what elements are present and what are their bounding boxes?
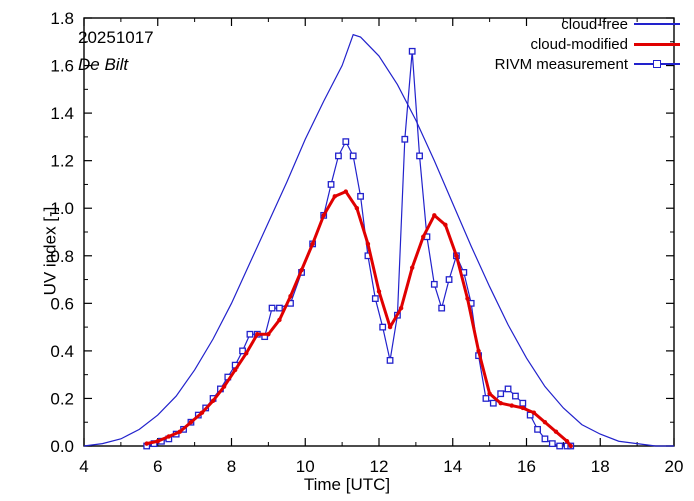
legend-label-cloud-free: cloud-free bbox=[561, 16, 628, 33]
svg-text:12: 12 bbox=[370, 457, 389, 476]
svg-text:8: 8 bbox=[227, 457, 236, 476]
svg-text:1.6: 1.6 bbox=[50, 57, 74, 76]
legend-label-cloud-modified: cloud-modified bbox=[530, 36, 628, 53]
y-axis-label: UV index [-] bbox=[40, 206, 60, 295]
svg-text:0.2: 0.2 bbox=[50, 389, 74, 408]
legend-swatch-cloud-modified bbox=[634, 43, 680, 46]
legend-swatch-cloud-free bbox=[634, 23, 680, 24]
legend-item-rivm: RIVM measurement bbox=[495, 54, 680, 74]
svg-text:18: 18 bbox=[591, 457, 610, 476]
svg-text:1.8: 1.8 bbox=[50, 9, 74, 28]
legend-marker-rivm bbox=[653, 60, 661, 68]
location-annotation: De Bilt bbox=[78, 55, 128, 75]
chart-container: 4 6 8 10 12 14 16 18 20 0.0 0.2 0.4 0.6 0.8 1.0 1.2 1.4 1… bbox=[0, 0, 694, 501]
legend: cloud-free cloud-modified RIVM measureme… bbox=[495, 14, 680, 74]
date-annotation: 20251017 bbox=[78, 28, 154, 48]
svg-text:0.0: 0.0 bbox=[50, 437, 74, 456]
svg-text:14: 14 bbox=[443, 457, 462, 476]
svg-text:6: 6 bbox=[153, 457, 162, 476]
svg-text:10: 10 bbox=[296, 457, 315, 476]
legend-item-cloud-free: cloud-free bbox=[495, 14, 680, 34]
svg-text:4: 4 bbox=[79, 457, 88, 476]
legend-swatch-rivm bbox=[634, 63, 680, 64]
legend-label-rivm: RIVM measurement bbox=[495, 56, 628, 73]
svg-text:1.4: 1.4 bbox=[50, 104, 74, 123]
svg-text:20: 20 bbox=[665, 457, 684, 476]
svg-text:16: 16 bbox=[517, 457, 536, 476]
x-axis-label: Time [UTC] bbox=[304, 475, 390, 495]
svg-text:1.2: 1.2 bbox=[50, 152, 74, 171]
chart-svg: 4 6 8 10 12 14 16 18 200.00.20.40.60.81.01.21.41… bbox=[0, 0, 694, 501]
svg-text:0.4: 0.4 bbox=[50, 342, 74, 361]
svg-text:0.6: 0.6 bbox=[50, 294, 74, 313]
legend-item-cloud-modified: cloud-modified bbox=[495, 34, 680, 54]
